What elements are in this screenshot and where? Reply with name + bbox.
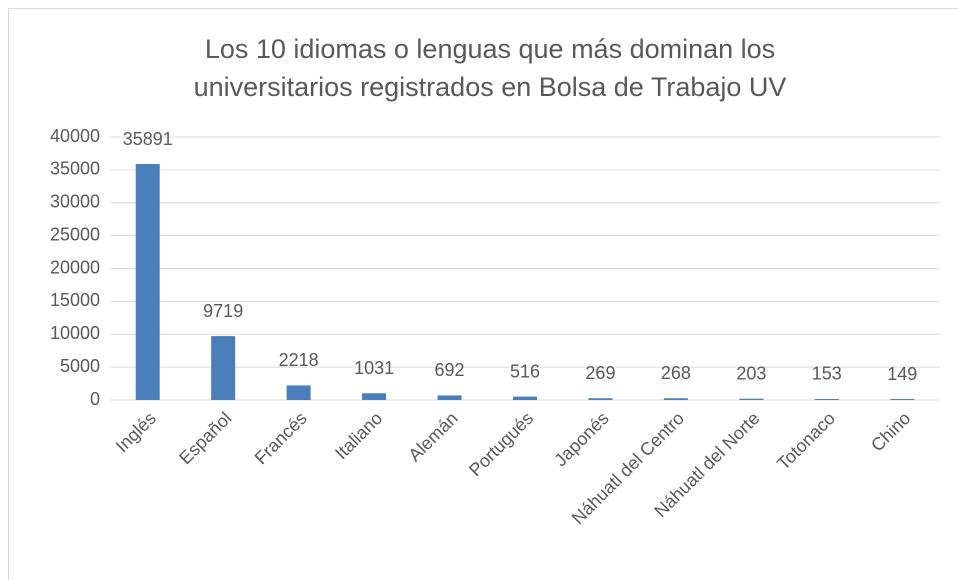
data-label: 35891 [123,129,173,149]
data-label: 153 [812,364,842,384]
y-tick-label: 25000 [50,224,100,244]
x-tick-label: Inglés [112,408,160,456]
x-tick-label: Italiano [331,408,386,463]
x-tick-label: Chino [867,408,914,455]
x-tick-label: Totonaco [773,408,839,474]
bar [135,164,160,400]
bar [588,398,613,400]
x-tick-label: Japonés [550,408,612,470]
data-label: 268 [661,363,691,383]
x-tick-label: Portugués [465,408,537,480]
y-tick-label: 35000 [50,159,100,179]
bar [814,398,839,400]
bar [663,398,688,400]
y-tick-label: 10000 [50,323,100,343]
data-label: 203 [736,363,766,383]
bar [437,395,462,400]
chart-border [8,8,958,580]
bar [211,336,236,400]
data-label: 516 [510,361,540,381]
chart-title: Los 10 idiomas o lenguas que más dominan… [193,34,787,102]
bar [286,385,311,400]
x-tick-label: Francés [251,408,311,468]
data-label: 2218 [279,350,319,370]
y-tick-label: 30000 [50,192,100,212]
y-tick-label: 15000 [50,290,100,310]
bar [739,398,764,400]
data-label: 9719 [203,301,243,321]
data-label: 1031 [354,358,394,378]
y-tick-label: 40000 [50,126,100,146]
x-tick-label: Español [175,408,235,468]
bar [890,399,915,400]
data-label: 149 [887,364,917,384]
bar [513,396,537,400]
data-label: 269 [585,363,615,383]
data-label: 692 [435,360,465,380]
x-tick-label: Alemán [404,408,461,465]
y-tick-label: 20000 [50,257,100,277]
y-tick-label: 0 [90,389,100,409]
y-tick-label: 5000 [60,356,100,376]
bar [362,393,387,400]
